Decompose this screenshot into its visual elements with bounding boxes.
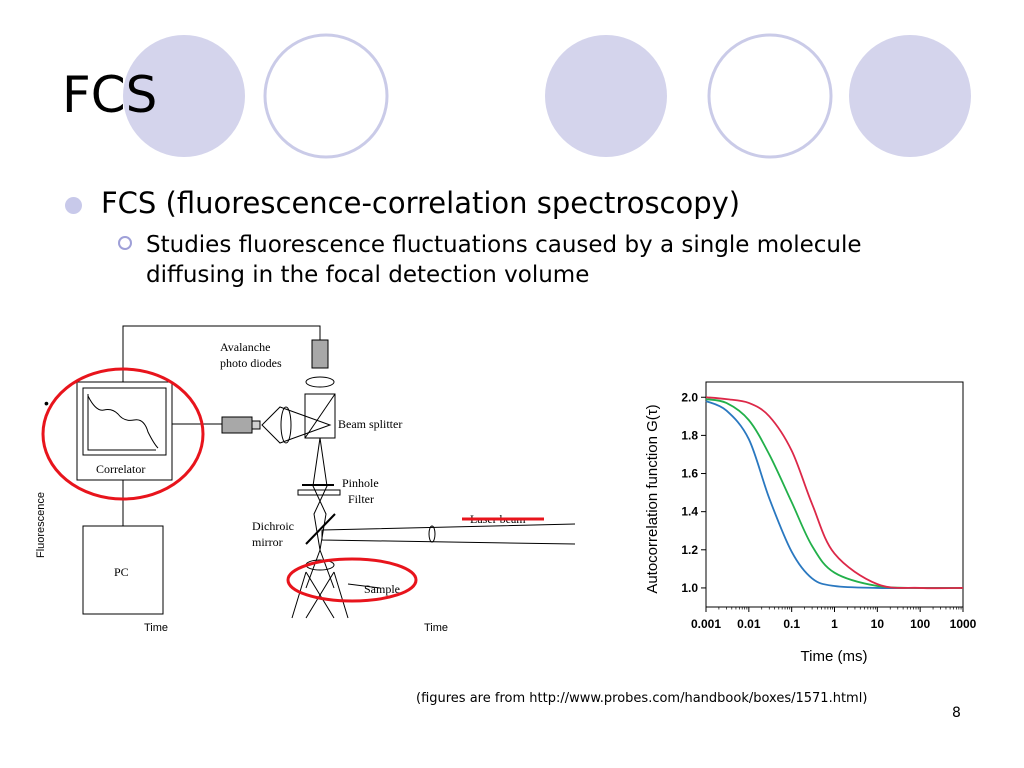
y-tick-label: 1.2 <box>681 543 698 557</box>
avalanche-photodiode-2 <box>221 416 253 434</box>
x-tick-label: 0.1 <box>783 617 800 631</box>
label-dichroic: Dichroic <box>252 519 294 533</box>
slide-title: FCS <box>62 66 158 124</box>
decor-circle-filled-2 <box>545 35 667 157</box>
bullet-level1-text: FCS (fluorescence-correlation spectrosco… <box>101 186 741 220</box>
y-tick-label: 1.8 <box>681 428 698 442</box>
chart-x-ticks: 0.001 0.01 0.1 1 10 100 1000 <box>691 607 977 631</box>
y-tick-label: 1.0 <box>681 581 698 595</box>
pc-box <box>82 525 164 615</box>
x-tick-label: 1 <box>831 617 838 631</box>
label-photodiodes: photo diodes <box>220 356 282 370</box>
bullet-level2-text: Studies fluorescence fluctuations caused… <box>146 232 862 288</box>
chart-y-ticks: 1.0 1.2 1.4 1.6 1.8 2.0 <box>681 390 706 595</box>
filter-plate <box>297 489 341 496</box>
label-filter: Filter <box>348 492 374 506</box>
avalanche-photodiode-1 <box>311 339 329 369</box>
laser-path <box>321 523 576 545</box>
dichroic-mirror-line <box>305 513 336 545</box>
decorative-circles <box>123 33 971 159</box>
label-beam-splitter: Beam splitter <box>338 417 402 431</box>
autocorrelation-chart: 0.001 0.01 0.1 1 10 100 1000 1.0 1.2 1.4 1.6 1.8 2.… <box>644 381 977 665</box>
decor-circle-filled-3 <box>849 35 971 157</box>
label-sample: Sample <box>364 582 400 596</box>
x-tick-label: 0.001 <box>691 617 721 631</box>
correlator-screen <box>82 387 167 456</box>
label-mirror: mirror <box>252 535 283 549</box>
fcs-setup-diagram: Avalanche photo diodes Beam splitter Pin… <box>35 325 576 634</box>
signal-wire <box>122 325 321 382</box>
y-tick-label: 1.4 <box>681 505 698 519</box>
stray-bullet: • <box>44 395 49 411</box>
label-time-right: Time <box>424 622 448 634</box>
series-line-3 <box>705 396 964 590</box>
label-time-left: Time <box>144 622 168 634</box>
label-pc: PC <box>114 565 129 579</box>
lens-side <box>280 406 292 444</box>
decor-circle-outline-2 <box>707 33 833 159</box>
series-line-2 <box>705 398 964 589</box>
label-fluorescence: Fluorescence <box>35 492 47 558</box>
highlight-sample-circle <box>286 557 418 603</box>
chart-series <box>705 396 964 590</box>
lens-upper <box>305 376 335 388</box>
x-tick-label: 10 <box>871 617 885 631</box>
bullet-dot-icon <box>65 197 82 214</box>
decor-circle-outline-1 <box>263 33 389 159</box>
laser-lens <box>428 525 436 543</box>
label-pinhole: Pinhole <box>342 476 379 490</box>
y-tick-label: 2.0 <box>681 390 698 404</box>
bullet-ring-icon <box>118 236 132 250</box>
correlator-trace <box>87 394 159 451</box>
figure-caption: (figures are from http://www.probes.com/… <box>416 691 868 706</box>
page-number: 8 <box>952 705 961 721</box>
chart-ylabel: Autocorrelation function G(τ) <box>644 404 661 593</box>
x-tick-label: 0.01 <box>737 617 761 631</box>
x-tick-label: 1000 <box>950 617 977 631</box>
optical-path-side <box>261 406 332 444</box>
label-correlator: Correlator <box>96 462 145 476</box>
series-line-1 <box>705 400 963 589</box>
highlight-correlator-circle <box>41 367 205 501</box>
chart-xlabel: Time (ms) <box>801 648 868 665</box>
correlator-box <box>76 381 173 481</box>
y-tick-label: 1.6 <box>681 467 698 481</box>
label-avalanche: Avalanche <box>220 340 270 354</box>
decor-circle-filled-1 <box>123 35 245 157</box>
x-tick-label: 100 <box>910 617 930 631</box>
